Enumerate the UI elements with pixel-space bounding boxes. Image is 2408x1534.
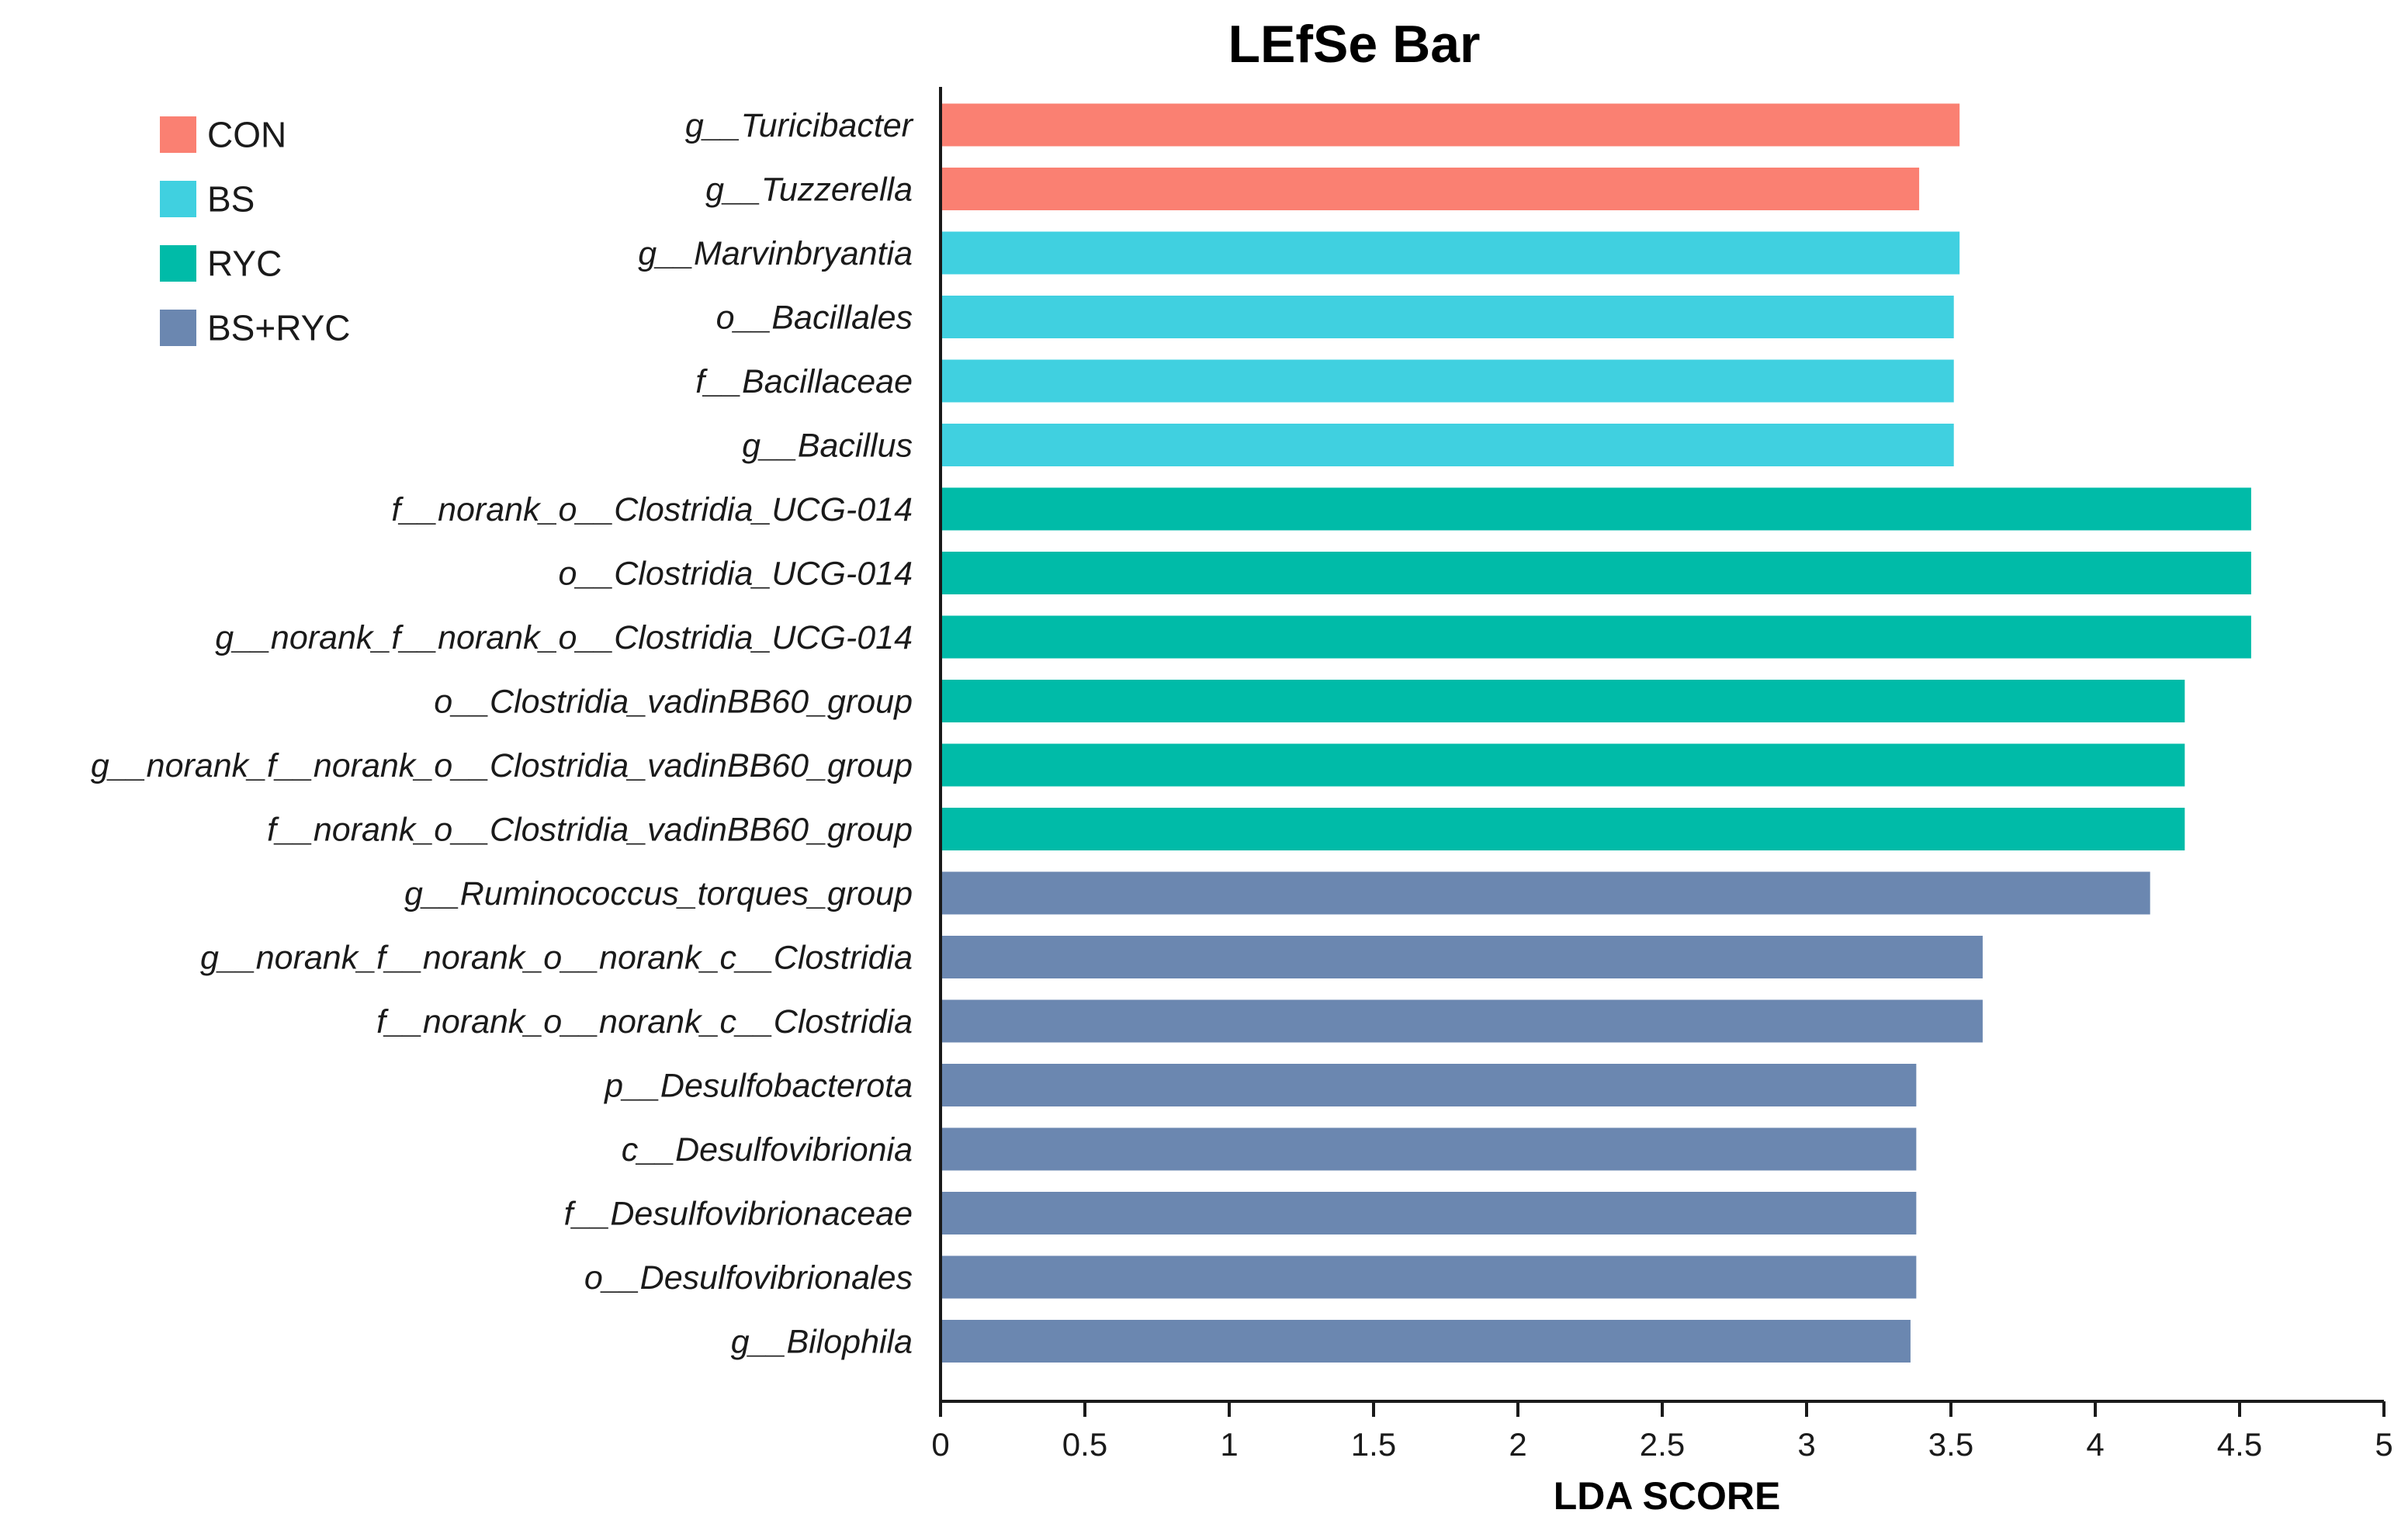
legend-label-con: CON bbox=[207, 115, 286, 155]
category-label: g__Turicibacter bbox=[685, 107, 914, 144]
x-tick-label: 1 bbox=[1220, 1426, 1238, 1463]
x-tick-label: 5 bbox=[2375, 1426, 2392, 1463]
category-label: p__Desulfobacterota bbox=[603, 1068, 913, 1105]
category-label: o__Bacillales bbox=[716, 300, 913, 337]
legend-label-ryc: RYC bbox=[207, 244, 282, 284]
category-label: f__norank_o__Clostridia_UCG-014 bbox=[391, 491, 913, 528]
bar-f-bacillaceae bbox=[941, 359, 1954, 403]
x-tick-label: 4 bbox=[2086, 1426, 2104, 1463]
category-label: g__norank_f__norank_o__Clostridia_UCG-01… bbox=[215, 619, 913, 656]
category-labels: g__Turicibacter g__Tuzzerella g__Marvinbry… bbox=[91, 107, 914, 1361]
bar-g-marvinbryantia bbox=[941, 231, 1960, 275]
bar-p-desulfobacterota bbox=[941, 1064, 1917, 1106]
bar-o-bacillales bbox=[941, 296, 1954, 338]
legend-label-bs: BS bbox=[207, 179, 255, 220]
category-label: f__norank_o__norank_c__Clostridia bbox=[376, 1003, 913, 1041]
x-tick-label: 0.5 bbox=[1062, 1426, 1107, 1463]
bar-o-clostridia-vadinbb60-group bbox=[941, 680, 2185, 722]
category-label: g__norank_f__norank_o__norank_c__Clostri… bbox=[200, 940, 913, 977]
category-label: g__Ruminococcus_torques_group bbox=[404, 875, 913, 912]
legend-swatch-bs bbox=[160, 181, 196, 217]
category-label: g__norank_f__norank_o__Clostridia_vadinB… bbox=[91, 747, 913, 784]
legend: CON BS RYC BS+RYC bbox=[160, 115, 351, 348]
category-label: o__Desulfovibrionales bbox=[584, 1259, 913, 1297]
bar-o-clostridia-ucg-014 bbox=[941, 552, 2251, 594]
x-tick-label: 0 bbox=[931, 1426, 949, 1463]
bar-f-norank-o-norank-c-clostridia bbox=[941, 999, 1983, 1043]
category-label: f__norank_o__Clostridia_vadinBB60_group bbox=[267, 812, 913, 849]
x-tick-label: 3.5 bbox=[1928, 1426, 1973, 1463]
x-tick-label: 3 bbox=[1797, 1426, 1815, 1463]
bar-g-norank-f-norank-o-clostridia-vadinbb60-group bbox=[941, 743, 2185, 787]
bar-c-desulfovibrionia bbox=[941, 1127, 1917, 1171]
bars bbox=[941, 103, 2251, 1363]
legend-swatch-con bbox=[160, 116, 196, 153]
x-axis: 0 0.5 1 1.5 2 2.5 3 3.5 4 4.5 5 bbox=[931, 87, 2393, 1463]
category-label: g__Tuzzerella bbox=[705, 171, 913, 209]
bar-g-turicibacter bbox=[941, 103, 1960, 147]
bar-g-bacillus bbox=[941, 424, 1954, 466]
bar-f-norank-o-clostridia-vadinbb60-group bbox=[941, 808, 2185, 850]
chart-title: LEfSe Bar bbox=[1228, 15, 1481, 74]
category-label: c__Desulfovibrionia bbox=[622, 1131, 913, 1169]
legend-swatch-ryc bbox=[160, 245, 196, 282]
bar-g-tuzzerella bbox=[941, 168, 1920, 210]
category-label: o__Clostridia_UCG-014 bbox=[559, 556, 913, 593]
category-label: g__Bilophila bbox=[731, 1324, 913, 1361]
bar-g-norank-f-norank-o-clostridia-ucg-014 bbox=[941, 615, 2251, 659]
category-label: f__Bacillaceae bbox=[695, 363, 913, 400]
category-label: g__Marvinbryantia bbox=[638, 235, 913, 272]
x-axis-title: LDA SCORE bbox=[1554, 1474, 1781, 1518]
bar-g-bilophila bbox=[941, 1320, 1911, 1363]
bar-o-desulfovibrionales bbox=[941, 1255, 1917, 1299]
bar-f-desulfovibrionaceae bbox=[941, 1192, 1917, 1234]
category-label: f__Desulfovibrionaceae bbox=[564, 1196, 913, 1233]
bar-g-norank-f-norank-o-norank-c-clostridia bbox=[941, 936, 1983, 978]
x-tick-label: 2.5 bbox=[1640, 1426, 1685, 1463]
category-label: o__Clostridia_vadinBB60_group bbox=[434, 684, 913, 721]
bar-g-ruminococcus-torques-group bbox=[941, 871, 2150, 915]
x-tick-label: 1.5 bbox=[1351, 1426, 1396, 1463]
legend-label-bs-ryc: BS+RYC bbox=[207, 308, 351, 348]
category-label: g__Bacillus bbox=[742, 428, 913, 465]
bar-f-norank-o-clostridia-ucg-014 bbox=[941, 487, 2251, 531]
x-tick-label: 2 bbox=[1509, 1426, 1526, 1463]
x-tick-label: 4.5 bbox=[2217, 1426, 2262, 1463]
legend-swatch-bs-ryc bbox=[160, 310, 196, 346]
